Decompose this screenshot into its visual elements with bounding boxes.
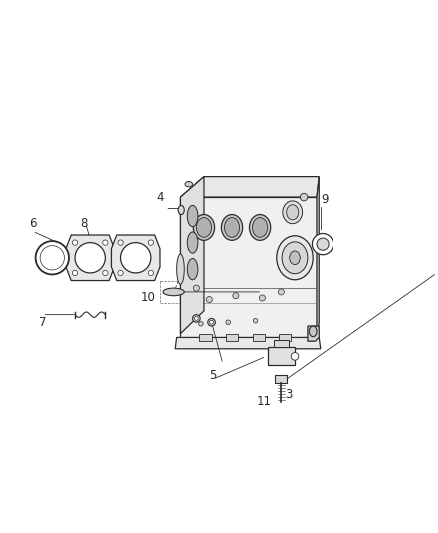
Polygon shape [279,334,291,341]
Polygon shape [226,334,238,341]
Polygon shape [180,176,204,334]
Ellipse shape [282,242,308,274]
Circle shape [278,289,284,295]
Circle shape [253,318,258,323]
Polygon shape [275,375,287,383]
Ellipse shape [193,215,215,240]
Ellipse shape [178,205,184,215]
Text: 9: 9 [321,193,329,206]
Circle shape [312,233,334,255]
Circle shape [226,320,230,325]
Ellipse shape [283,201,303,224]
Ellipse shape [277,236,313,280]
Circle shape [259,295,265,301]
Circle shape [210,320,213,324]
Polygon shape [317,176,319,341]
Circle shape [72,270,78,276]
Polygon shape [199,334,212,341]
Polygon shape [268,348,295,366]
Circle shape [193,285,199,291]
Circle shape [35,241,69,274]
Text: 3: 3 [285,388,293,401]
Circle shape [291,353,299,360]
Circle shape [120,243,151,273]
Ellipse shape [187,205,198,227]
Circle shape [102,270,108,276]
Circle shape [148,270,154,276]
Circle shape [102,240,108,245]
Text: 8: 8 [81,217,88,230]
Polygon shape [111,235,160,280]
Ellipse shape [253,217,268,237]
Circle shape [193,314,200,322]
Ellipse shape [187,232,198,253]
Ellipse shape [290,251,300,264]
Circle shape [300,193,308,201]
Circle shape [72,240,78,245]
Circle shape [40,246,64,270]
Text: 11: 11 [256,395,272,408]
Circle shape [118,270,123,276]
Circle shape [148,240,154,245]
Ellipse shape [224,217,240,237]
Polygon shape [274,340,289,348]
Ellipse shape [222,215,243,240]
Circle shape [118,240,123,245]
Polygon shape [175,337,321,349]
Ellipse shape [163,288,184,296]
Text: 7: 7 [39,316,46,329]
Ellipse shape [177,254,184,284]
Circle shape [233,293,239,298]
Ellipse shape [286,205,299,220]
Text: 4: 4 [156,191,164,204]
Text: 5: 5 [209,369,217,382]
Polygon shape [180,176,319,197]
Circle shape [317,238,329,250]
Ellipse shape [309,326,317,337]
Text: 10: 10 [141,292,155,304]
Ellipse shape [196,217,212,237]
Circle shape [194,317,198,320]
Circle shape [208,318,215,326]
Polygon shape [66,235,114,280]
Text: 6: 6 [29,217,36,230]
Circle shape [75,243,106,273]
Circle shape [206,296,212,303]
Polygon shape [308,326,319,341]
Polygon shape [180,197,317,341]
Polygon shape [253,334,265,341]
Ellipse shape [187,259,198,280]
Ellipse shape [185,182,193,187]
Circle shape [199,321,203,326]
Ellipse shape [250,215,271,240]
